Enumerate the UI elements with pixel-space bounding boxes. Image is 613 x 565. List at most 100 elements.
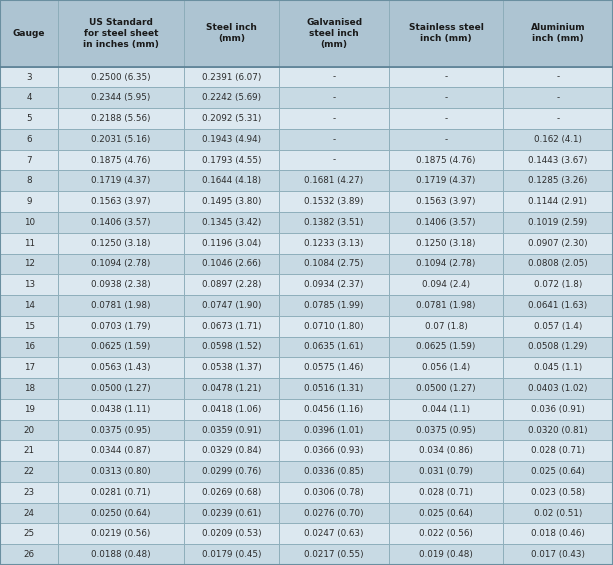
Text: 10: 10 xyxy=(23,218,35,227)
Text: 0.1382 (3.51): 0.1382 (3.51) xyxy=(304,218,364,227)
Text: 0.028 (0.71): 0.028 (0.71) xyxy=(419,488,473,497)
Bar xyxy=(279,523,389,544)
Text: 0.0276 (0.70): 0.0276 (0.70) xyxy=(304,508,364,518)
Bar xyxy=(389,503,503,523)
Text: -: - xyxy=(556,114,560,123)
Text: 0.0219 (0.56): 0.0219 (0.56) xyxy=(91,529,151,538)
Bar xyxy=(279,171,389,191)
Bar xyxy=(279,212,389,233)
Bar xyxy=(0,233,58,254)
Bar xyxy=(279,108,389,129)
Bar xyxy=(389,129,503,150)
Text: -: - xyxy=(332,155,336,164)
Text: 0.1084 (2.75): 0.1084 (2.75) xyxy=(304,259,364,268)
Bar xyxy=(503,254,613,274)
Bar xyxy=(0,441,58,461)
Bar xyxy=(58,482,184,503)
Text: 0.044 (1.1): 0.044 (1.1) xyxy=(422,405,470,414)
Text: 0.072 (1.8): 0.072 (1.8) xyxy=(534,280,582,289)
Text: -: - xyxy=(332,93,336,102)
Bar xyxy=(389,150,503,171)
Text: 0.0641 (1.63): 0.0641 (1.63) xyxy=(528,301,587,310)
Bar xyxy=(184,337,279,357)
Bar xyxy=(184,88,279,108)
Bar xyxy=(184,191,279,212)
Text: 0.0179 (0.45): 0.0179 (0.45) xyxy=(202,550,261,559)
Bar xyxy=(389,420,503,440)
Text: 23: 23 xyxy=(23,488,35,497)
Text: -: - xyxy=(556,93,560,102)
Text: 0.0747 (1.90): 0.0747 (1.90) xyxy=(202,301,261,310)
Bar xyxy=(503,523,613,544)
Text: 0.2188 (5.56): 0.2188 (5.56) xyxy=(91,114,151,123)
Text: 0.017 (0.43): 0.017 (0.43) xyxy=(531,550,585,559)
Text: 0.2092 (5.31): 0.2092 (5.31) xyxy=(202,114,261,123)
Text: 0.0269 (0.68): 0.0269 (0.68) xyxy=(202,488,261,497)
Text: 0.0907 (2.30): 0.0907 (2.30) xyxy=(528,238,588,247)
Text: 0.023 (0.58): 0.023 (0.58) xyxy=(531,488,585,497)
Bar xyxy=(58,441,184,461)
Text: 0.2500 (6.35): 0.2500 (6.35) xyxy=(91,72,151,81)
Text: 12: 12 xyxy=(24,259,34,268)
Bar xyxy=(0,150,58,171)
Text: 0.019 (0.48): 0.019 (0.48) xyxy=(419,550,473,559)
Bar xyxy=(503,295,613,316)
Bar xyxy=(279,275,389,295)
Text: -: - xyxy=(444,135,447,144)
Bar xyxy=(279,191,389,212)
Bar xyxy=(0,337,58,357)
Bar xyxy=(0,88,58,108)
Bar xyxy=(503,108,613,129)
Text: 14: 14 xyxy=(24,301,34,310)
Bar xyxy=(58,420,184,440)
Text: Gauge: Gauge xyxy=(13,29,45,38)
Text: 0.0329 (0.84): 0.0329 (0.84) xyxy=(202,446,261,455)
Bar xyxy=(279,378,389,399)
Text: 0.057 (1.4): 0.057 (1.4) xyxy=(534,321,582,331)
Text: 0.1719 (4.37): 0.1719 (4.37) xyxy=(91,176,151,185)
Bar xyxy=(279,441,389,461)
Text: 0.0456 (1.16): 0.0456 (1.16) xyxy=(305,405,364,414)
Text: 0.1019 (2.59): 0.1019 (2.59) xyxy=(528,218,587,227)
Bar xyxy=(0,378,58,399)
Bar xyxy=(0,254,58,274)
Bar xyxy=(389,378,503,399)
Bar xyxy=(389,337,503,357)
Text: -: - xyxy=(444,114,447,123)
Bar xyxy=(0,171,58,191)
Text: 19: 19 xyxy=(24,405,34,414)
Bar xyxy=(58,171,184,191)
Bar xyxy=(58,212,184,233)
Text: 0.018 (0.46): 0.018 (0.46) xyxy=(531,529,585,538)
Text: 0.0418 (1.06): 0.0418 (1.06) xyxy=(202,405,261,414)
Bar xyxy=(503,0,613,67)
Bar xyxy=(0,316,58,337)
Text: 0.094 (2.4): 0.094 (2.4) xyxy=(422,280,470,289)
Bar xyxy=(389,316,503,337)
Bar xyxy=(389,254,503,274)
Text: -: - xyxy=(444,93,447,102)
Text: 0.1094 (2.78): 0.1094 (2.78) xyxy=(416,259,476,268)
Text: 0.0320 (0.81): 0.0320 (0.81) xyxy=(528,425,588,434)
Bar xyxy=(279,399,389,420)
Text: -: - xyxy=(556,72,560,81)
Bar xyxy=(0,357,58,378)
Text: 0.0344 (0.87): 0.0344 (0.87) xyxy=(91,446,151,455)
Bar xyxy=(389,212,503,233)
Bar xyxy=(389,67,503,88)
Text: 0.0934 (2.37): 0.0934 (2.37) xyxy=(304,280,364,289)
Bar xyxy=(503,212,613,233)
Text: -: - xyxy=(332,114,336,123)
Bar xyxy=(184,171,279,191)
Text: 0.162 (4.1): 0.162 (4.1) xyxy=(534,135,582,144)
Bar xyxy=(389,275,503,295)
Text: 0.0403 (1.02): 0.0403 (1.02) xyxy=(528,384,588,393)
Text: 9: 9 xyxy=(26,197,32,206)
Text: Steel inch
(mm): Steel inch (mm) xyxy=(206,24,257,43)
Text: 0.0396 (1.01): 0.0396 (1.01) xyxy=(305,425,364,434)
Bar xyxy=(184,0,279,67)
Text: 0.0239 (0.61): 0.0239 (0.61) xyxy=(202,508,261,518)
Text: 0.034 (0.86): 0.034 (0.86) xyxy=(419,446,473,455)
Text: -: - xyxy=(444,72,447,81)
Bar xyxy=(503,378,613,399)
